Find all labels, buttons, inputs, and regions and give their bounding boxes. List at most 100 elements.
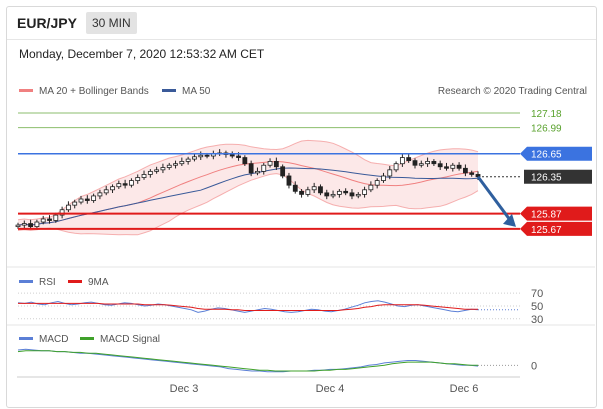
candle-body: [135, 177, 141, 181]
candle-body: [355, 193, 361, 197]
macd-series-line: [17, 348, 479, 373]
candle-body: [103, 189, 109, 194]
candle-body: [47, 218, 52, 221]
candle-body: [305, 189, 311, 195]
candle-body: [78, 198, 84, 203]
candle-body: [292, 184, 298, 192]
candle-body: [280, 166, 286, 177]
candle-body: [387, 169, 393, 177]
x-tick-dec4: Dec 4: [316, 383, 345, 395]
candle-body: [425, 160, 430, 165]
macd-tick-label: 0: [531, 360, 537, 372]
candle-body: [444, 166, 449, 169]
candle-body: [324, 192, 330, 197]
candle-body: [34, 221, 40, 228]
candle-body: [91, 195, 97, 201]
candle-body: [412, 160, 418, 166]
chart-widget: EUR/JPY 30 MIN Monday, December 7, 2020 …: [6, 6, 597, 408]
legend-rsi: RSI: [39, 277, 56, 288]
candle-body: [261, 164, 267, 172]
candle-body: [318, 186, 323, 194]
bollinger-band: [18, 140, 478, 235]
forecast-arrow-shaft: [476, 175, 512, 221]
bollinger-legend-swatch: [19, 89, 33, 92]
candle-body: [469, 172, 475, 175]
chart-header: EUR/JPY 30 MIN: [7, 7, 596, 40]
rsi-tick-label: 70: [531, 288, 543, 300]
symbol-label: EUR/JPY: [17, 15, 77, 31]
credit-text: Research © 2020 Trading Central: [438, 86, 587, 97]
candle-body: [431, 160, 437, 165]
candle-body: [179, 160, 185, 165]
candle-body: [450, 164, 456, 169]
legend-ma50: MA 50: [182, 86, 211, 97]
rsi-legend-swatch: [19, 280, 33, 283]
ma50-legend-swatch: [162, 89, 176, 92]
candle-body: [362, 189, 367, 195]
support-value: 125.87: [531, 210, 562, 221]
resistance-value: 126.99: [531, 124, 562, 135]
macd-series-line: [17, 350, 478, 372]
candle-body: [116, 183, 122, 188]
candle-body: [336, 190, 342, 195]
candle-body: [122, 183, 128, 186]
last-price-value: 126.35: [531, 173, 562, 184]
candle-body: [311, 186, 317, 191]
candle-body: [273, 160, 279, 168]
candle-body: [97, 192, 103, 197]
candle-body: [242, 157, 248, 165]
candle-body: [15, 224, 21, 228]
candle-body: [462, 167, 468, 174]
candle-body: [286, 175, 292, 186]
bollinger-lower-line: [17, 173, 479, 236]
ma50-line: [17, 167, 479, 226]
legend-bollinger: MA 20 + Bollinger Bands: [39, 86, 149, 97]
interval-button[interactable]: 30 MIN: [86, 12, 137, 34]
candle-body: [110, 186, 115, 191]
rsi-series-line: [17, 300, 479, 313]
candle-body: [437, 163, 443, 168]
support-tag: [520, 206, 592, 221]
candle-body: [406, 157, 412, 162]
candle-body: [129, 180, 134, 186]
candle-body: [399, 157, 405, 165]
candle-body: [248, 163, 254, 174]
macd-signal-legend-swatch: [80, 337, 94, 340]
rsi-series-line: [18, 302, 478, 311]
x-tick-dec3: Dec 3: [170, 383, 199, 395]
candle-body: [267, 160, 273, 166]
legend-rsi-ma: 9MA: [88, 277, 109, 288]
candle-body: [343, 190, 349, 194]
candle-body: [198, 154, 204, 158]
candle-body: [330, 193, 336, 197]
candle-body: [84, 198, 90, 201]
resistance-value: 127.18: [531, 109, 562, 120]
rsi-tick-label: 30: [531, 314, 543, 326]
candle-body: [40, 218, 46, 223]
candle-body: [28, 223, 34, 228]
candle-body: [418, 163, 424, 166]
rsi-ma-legend-swatch: [68, 280, 82, 283]
pivot-tag: [520, 146, 592, 161]
forecast-arrow-head: [503, 213, 516, 227]
chart-datetime: Monday, December 7, 2020 12:53:32 AM CET: [19, 47, 265, 61]
candle-body: [72, 201, 78, 206]
last-price-tag: [524, 169, 592, 184]
x-tick-dec6: Dec 6: [450, 383, 479, 395]
candle-body: [53, 214, 59, 221]
candle-body: [160, 167, 166, 171]
candle-body: [192, 156, 197, 160]
candle-body: [21, 223, 27, 226]
candle-body: [299, 190, 304, 195]
candle-body: [456, 164, 462, 169]
candle-body: [154, 169, 160, 172]
candle-body: [381, 175, 386, 181]
candle-body: [204, 154, 210, 157]
pivot-value: 126.65: [531, 150, 562, 161]
candle-body: [255, 170, 260, 174]
candle-body: [368, 184, 374, 191]
candle-body: [229, 154, 235, 157]
legend-macd: MACD: [39, 334, 68, 345]
candle-body: [66, 204, 71, 211]
